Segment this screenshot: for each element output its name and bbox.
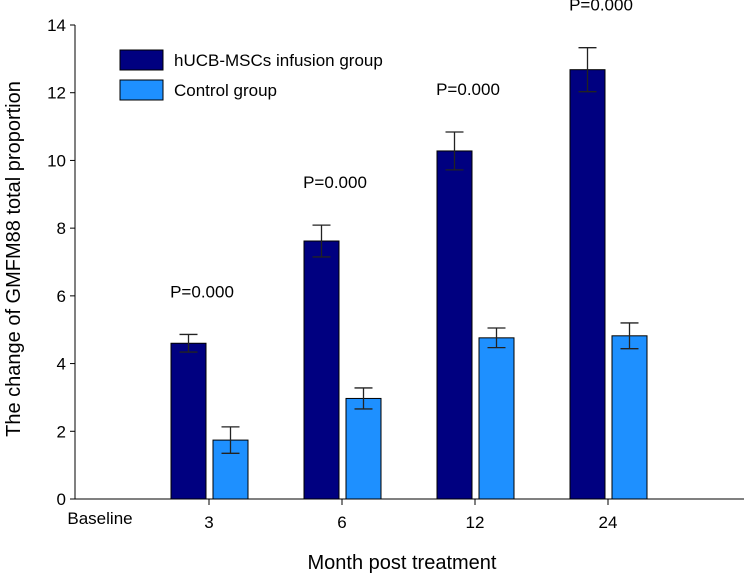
x-axis-title: Month post treatment <box>308 552 497 574</box>
p-value-label: P=0.000 <box>569 0 633 15</box>
legend-swatch-treatment <box>119 49 164 71</box>
bars: P=0.000 P=0.000 P=0.000 P=0.000 <box>170 0 648 500</box>
legend: hUCB-MSCs infusion group Control group <box>119 49 383 101</box>
x-tick-label: 6 <box>337 513 346 532</box>
y-tick-label: 6 <box>57 287 66 306</box>
x-tick-label: 3 <box>204 513 213 532</box>
p-value-label: P=0.000 <box>303 173 367 192</box>
y-tick-label: 8 <box>57 219 66 238</box>
x-tick-label: 12 <box>466 513 485 532</box>
bar <box>436 150 473 500</box>
y-tick-label: 10 <box>47 151 66 170</box>
y-tick-label: 2 <box>57 422 66 441</box>
x-axis: Baseline 3 6 12 24 <box>67 498 744 532</box>
bar <box>303 240 340 500</box>
x-tick-label: Baseline <box>67 509 132 528</box>
bar <box>170 342 207 500</box>
bar <box>478 337 515 500</box>
y-tick-label: 14 <box>47 16 66 35</box>
y-axis: 0 2 4 6 8 10 12 14 <box>47 16 76 509</box>
x-tick-label: 24 <box>599 513 618 532</box>
legend-label-treatment: hUCB-MSCs infusion group <box>174 51 383 70</box>
y-axis-title: The change of GMFM88 total proportion <box>3 81 25 437</box>
bar <box>345 397 382 500</box>
bar <box>611 335 648 500</box>
p-value-label: P=0.000 <box>436 80 500 99</box>
legend-swatch-control <box>119 79 164 101</box>
legend-label-control: Control group <box>174 81 277 100</box>
y-tick-label: 0 <box>57 490 66 509</box>
y-tick-label: 4 <box>57 355 66 374</box>
y-tick-label: 12 <box>47 84 66 103</box>
bar <box>569 69 606 500</box>
p-value-label: P=0.000 <box>170 282 234 301</box>
